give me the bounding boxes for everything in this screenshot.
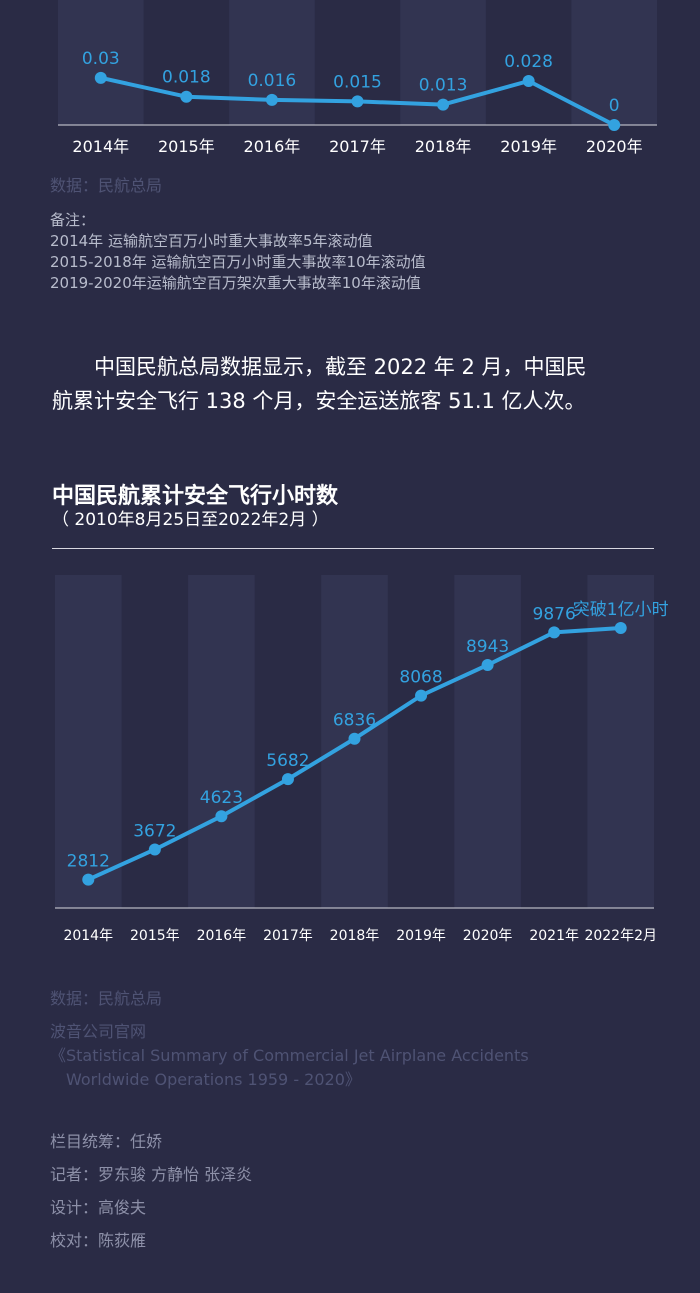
chart-tick-label: 2018年	[330, 928, 380, 944]
notes-heading: 备注：	[50, 211, 96, 229]
chart-column-band	[571, 0, 657, 125]
credit-designer: 设计：高俊夫	[50, 1198, 147, 1217]
chart-tick-label: 2020年	[586, 137, 643, 156]
chart-data-label: 5682	[266, 751, 309, 771]
chart-point	[281, 773, 294, 786]
chart-data-label: 突破1亿小时	[573, 600, 669, 620]
chart-point	[351, 95, 364, 108]
paragraph-line: 航累计安全飞行 138 个月，安全运送旅客 51.1 亿人次。	[52, 389, 586, 413]
chart-point	[215, 810, 228, 823]
body-paragraph: 中国民航总局数据显示，截至 2022 年 2 月，中国民 航累计安全飞行 138…	[52, 350, 662, 418]
chart-column-band	[454, 575, 521, 908]
paragraph-line: 中国民航总局数据显示，截至 2022 年 2 月，中国民	[52, 355, 587, 379]
notes: 备注： 2014年 运输航空百万小时重大事故率5年滚动值 2015-2018年 …	[50, 210, 426, 294]
footer-source-3: 《Statistical Summary of Commercial Jet A…	[50, 1046, 529, 1065]
chart-tick-label: 2022年2月	[584, 928, 657, 944]
chart-point	[94, 71, 107, 84]
footer-source-4: Worldwide Operations 1959 - 2020》	[50, 1070, 361, 1089]
chart-column-band	[55, 575, 122, 908]
chart-data-label: 4623	[200, 788, 243, 808]
chart-column-band	[58, 0, 144, 125]
title-divider	[52, 548, 654, 549]
chart2-subtitle: （ 2010年8月25日至2022年2月 ）	[52, 510, 329, 530]
notes-line: 2019-2020年运输航空百万架次重大事故率10年滚动值	[50, 274, 421, 292]
footer-source-2: 波音公司官网	[50, 1022, 147, 1041]
chart-tick-label: 2021年	[529, 928, 579, 944]
chart-column-band	[229, 0, 315, 125]
chart-data-label: 6836	[333, 711, 376, 731]
chart-data-label: 0.016	[248, 71, 297, 91]
chart-data-label: 0.015	[333, 72, 382, 92]
chart-data-label: 0.018	[162, 68, 211, 88]
chart-point	[522, 75, 535, 87]
chart-point	[180, 90, 193, 103]
notes-line: 2014年 运输航空百万小时重大事故率5年滚动值	[50, 232, 373, 250]
credit-reporters: 记者：罗东骏 方静怡 张泽炎	[50, 1165, 253, 1184]
chart-tick-label: 2014年	[72, 137, 129, 156]
chart-column-band	[188, 575, 255, 908]
chart-point	[415, 689, 428, 702]
chart-tick-label: 2015年	[130, 928, 180, 944]
chart-tick-label: 2017年	[263, 928, 313, 944]
chart-tick-label: 2020年	[463, 928, 513, 944]
chart-point	[608, 119, 621, 131]
chart-tick-label: 2014年	[63, 928, 113, 944]
chart-tick-label: 2016年	[197, 928, 247, 944]
chart-data-label: 2812	[67, 852, 110, 872]
chart-point	[348, 732, 361, 745]
chart2-title: 中国民航累计安全飞行小时数	[52, 484, 339, 509]
chart1-source: 数据：民航总局	[50, 176, 163, 195]
chart-point	[548, 626, 561, 639]
chart-point	[148, 843, 161, 856]
chart-data-label: 0.028	[504, 52, 553, 72]
chart-point	[614, 622, 627, 634]
chart-tick-label: 2015年	[158, 137, 215, 156]
footer-source-1: 数据：民航总局	[50, 989, 163, 1008]
chart-data-label: 0	[609, 96, 620, 116]
chart-data-label: 8943	[466, 637, 509, 657]
chart-tick-label: 2019年	[396, 928, 446, 944]
chart-point	[265, 93, 278, 106]
chart-data-label: 3672	[133, 821, 176, 841]
chart-data-label: 8068	[399, 668, 442, 688]
credit-proofreader: 校对：陈荻雁	[50, 1231, 147, 1250]
chart-point	[481, 658, 494, 671]
chart-tick-label: 2016年	[244, 137, 301, 156]
chart-data-label: 0.03	[82, 49, 120, 69]
chart-point	[82, 873, 95, 886]
chart-tick-label: 2018年	[415, 137, 472, 156]
chart-tick-label: 2019年	[500, 137, 557, 156]
chart-data-label: 9876	[533, 604, 576, 624]
chart-point	[437, 98, 450, 111]
chart-data-label: 0.013	[419, 76, 468, 96]
notes-line: 2015-2018年 运输航空百万小时重大事故率10年滚动值	[50, 253, 426, 271]
chart-tick-label: 2017年	[329, 137, 386, 156]
credit-editor: 栏目统筹：任娇	[50, 1132, 163, 1151]
accident-rate-chart: 0.03 0.018 0.016 0.015 0.013 0.028 0 2014年 2015…	[58, 0, 657, 156]
